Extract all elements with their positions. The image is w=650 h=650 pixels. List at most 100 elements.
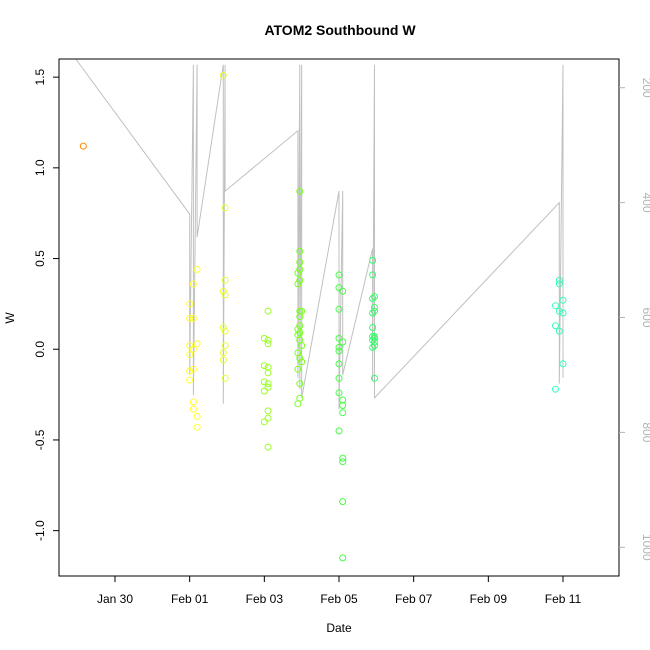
data-point: [260, 418, 268, 426]
right-tick-label: 1000: [640, 534, 650, 561]
data-point: [555, 307, 563, 315]
data-point: [369, 271, 377, 279]
data-point: [371, 304, 378, 311]
data-point: [296, 258, 304, 266]
data-point: [186, 367, 194, 375]
data-point: [221, 204, 229, 212]
data-point: [189, 405, 197, 413]
data-point: [335, 334, 343, 342]
chart-title: ATOM2 Southbound W: [264, 22, 416, 38]
data-point: [335, 360, 343, 368]
data-point: [335, 305, 343, 313]
data-point: [193, 265, 201, 273]
y-tick-label: 0.0: [33, 341, 47, 358]
data-point: [335, 427, 343, 435]
data-point: [335, 284, 343, 292]
data-point: [79, 142, 87, 150]
x-tick-label: Feb 05: [320, 592, 358, 606]
data-point: [189, 365, 197, 373]
data-point: [371, 374, 378, 382]
data-point: [294, 325, 302, 333]
data-point: [296, 394, 304, 402]
data-point: [186, 376, 194, 384]
data-point: [559, 296, 567, 304]
data-point: [264, 380, 272, 388]
data-point: [555, 327, 563, 335]
data-point: [221, 342, 229, 350]
data-point: [260, 378, 268, 386]
data-point: [296, 322, 304, 330]
data-point: [221, 374, 229, 382]
right-tick-label: 600: [640, 307, 650, 327]
right-tick-label: 200: [640, 78, 650, 98]
x-tick-label: Feb 11: [545, 592, 582, 606]
data-point: [335, 374, 343, 382]
data-point: [219, 287, 227, 295]
y-tick-label: -0.5: [33, 429, 47, 450]
data-point: [296, 276, 304, 284]
data-point: [371, 338, 378, 346]
y-tick-label: 1.5: [33, 68, 47, 85]
data-point: [260, 387, 268, 395]
data-point: [264, 336, 272, 344]
data-point: [219, 349, 227, 357]
data-point: [296, 380, 304, 388]
data-point: [371, 342, 378, 350]
data-point: [264, 340, 272, 348]
data-point: [189, 345, 197, 353]
data-point: [298, 342, 306, 350]
x-tick-label: Feb 07: [395, 592, 433, 606]
data-point: [260, 334, 268, 342]
y-tick-label: 0.5: [33, 250, 47, 267]
data-point: [193, 412, 201, 420]
data-point: [339, 409, 347, 417]
points-layer: [79, 71, 567, 562]
data-point: [371, 334, 378, 342]
data-point: [193, 423, 201, 431]
data-point: [221, 327, 229, 335]
data-point: [339, 402, 347, 409]
data-point: [335, 347, 343, 355]
data-point: [339, 338, 347, 346]
data-point: [335, 343, 343, 351]
data-point: [186, 342, 194, 350]
y-axis: -1.0 -0.5 0.0 0.5 1.0 1.5: [33, 68, 59, 541]
x-axis: Jan 30 Feb 01 Feb 03 Feb 05 Feb 07 Feb 09 Feb …: [97, 576, 582, 606]
data-point: [264, 307, 272, 315]
data-point: [260, 362, 268, 370]
data-point: [221, 291, 229, 299]
data-point: [296, 247, 304, 255]
data-point: [221, 276, 229, 284]
data-point: [552, 322, 559, 330]
depth-trace-layer: [75, 58, 564, 410]
right-tick-label: 400: [640, 193, 650, 213]
right-tick-label: 800: [640, 422, 650, 442]
data-point: [335, 389, 343, 397]
data-point: [339, 554, 347, 562]
data-point: [296, 329, 304, 337]
data-point: [186, 351, 194, 359]
data-point: [339, 287, 347, 295]
data-point: [296, 307, 304, 315]
data-point: [294, 269, 302, 277]
y-axis-title: W: [3, 312, 17, 324]
data-point: [264, 383, 272, 391]
right-axis: 200 400 600 800 1000: [619, 78, 650, 561]
data-point: [555, 280, 563, 288]
data-point: [264, 369, 272, 377]
data-point: [189, 314, 197, 322]
data-point: [335, 271, 343, 279]
data-point: [555, 276, 563, 284]
data-point: [339, 458, 347, 466]
data-point: [294, 365, 302, 373]
data-point: [296, 187, 304, 195]
x-tick-label: Jan 30: [97, 592, 133, 606]
data-point: [339, 498, 347, 506]
data-point: [339, 454, 347, 462]
data-point: [552, 385, 559, 393]
data-point: [369, 295, 377, 302]
data-point: [552, 302, 559, 310]
data-point: [298, 307, 306, 315]
data-point: [298, 358, 306, 366]
